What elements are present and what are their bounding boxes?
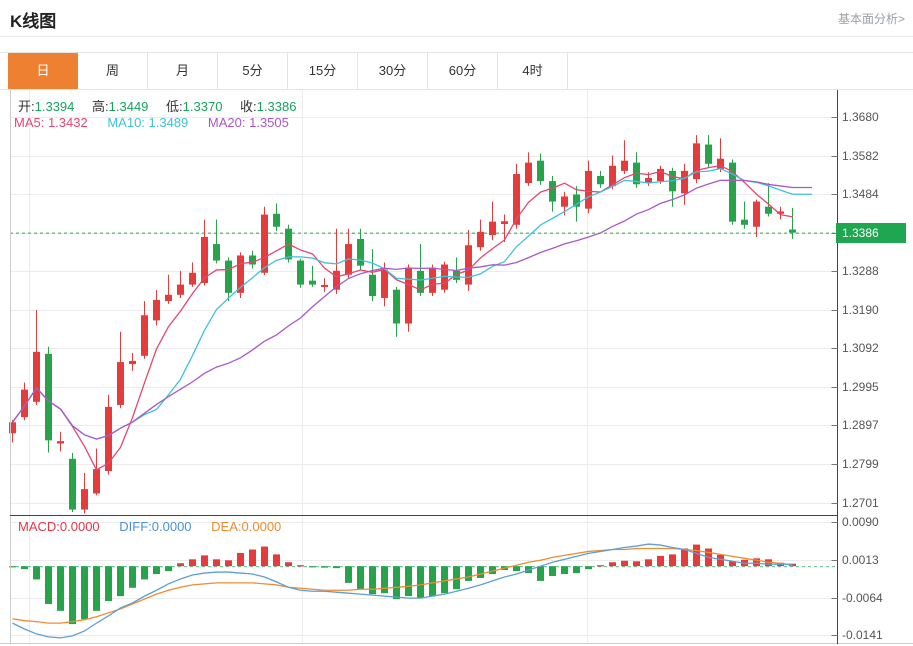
- fundamental-analysis-link[interactable]: 基本面分析>: [837, 12, 905, 26]
- ohlc-legend: 开:1.3394 高:1.3449 低:1.3370 收:1.3386: [18, 96, 310, 115]
- high-label: 高:: [92, 99, 109, 114]
- tab-15min[interactable]: 15分: [288, 53, 358, 89]
- page-title: K线图: [10, 12, 57, 31]
- macd-legend: MACD:0.0000 DIFF:0.0000 DEA:0.0000: [18, 519, 281, 534]
- macd-axis-label: 0.0090: [842, 515, 879, 529]
- diff-value: DIFF:0.0000: [119, 519, 192, 534]
- tab-4hour[interactable]: 4时: [498, 53, 568, 89]
- low-value: 1.3370: [182, 99, 223, 114]
- price-axis-label: 1.3190: [842, 302, 879, 317]
- price-axis-label: 1.2701: [842, 495, 879, 510]
- ma20-value: MA20: 1.3505: [207, 115, 289, 130]
- tab-month[interactable]: 月: [148, 53, 218, 89]
- open-value: 1.3394: [34, 99, 75, 114]
- tab-week[interactable]: 周: [78, 53, 148, 89]
- price-axis-label: 1.3092: [842, 341, 879, 356]
- price-axis-label: 1.2995: [842, 379, 879, 394]
- tab-day[interactable]: 日: [8, 53, 78, 89]
- ma10-value: MA10: 1.3489: [107, 115, 189, 130]
- price-axis-label: 1.3582: [842, 148, 879, 163]
- macd-axis-label: 0.0013: [842, 552, 879, 567]
- dea-value: DEA:0.0000: [211, 519, 282, 534]
- macd-axis-label: -0.0141: [842, 628, 883, 643]
- close-label: 收:: [240, 99, 257, 114]
- high-value: 1.3449: [108, 99, 149, 114]
- current-price-badge: 1.3386: [836, 223, 906, 243]
- price-axis-label: 1.2897: [842, 418, 879, 433]
- ma5-value: MA5: 1.3432: [14, 115, 88, 130]
- price-axis-label: 1.3288: [842, 264, 879, 279]
- price-axis-label: 1.2799: [842, 456, 879, 471]
- tab-30min[interactable]: 30分: [358, 53, 428, 89]
- tab-60min[interactable]: 60分: [428, 53, 498, 89]
- tab-5min[interactable]: 5分: [218, 53, 288, 89]
- open-label: 开:: [18, 99, 35, 114]
- period-tabbar: 日 周 月 5分 15分 30分 60分 4时: [0, 52, 913, 90]
- low-label: 低:: [166, 99, 183, 114]
- header-divider: [0, 36, 913, 37]
- macd-axis-label: -0.0064: [842, 590, 883, 605]
- close-value: 1.3386: [256, 99, 297, 114]
- price-axis-label: 1.3680: [842, 110, 879, 124]
- price-axis-label: 1.3484: [842, 187, 879, 202]
- macd-value: MACD:0.0000: [18, 519, 100, 534]
- ma-legend: MA5: 1.3432 MA10: 1.3489 MA20: 1.3505: [14, 115, 289, 130]
